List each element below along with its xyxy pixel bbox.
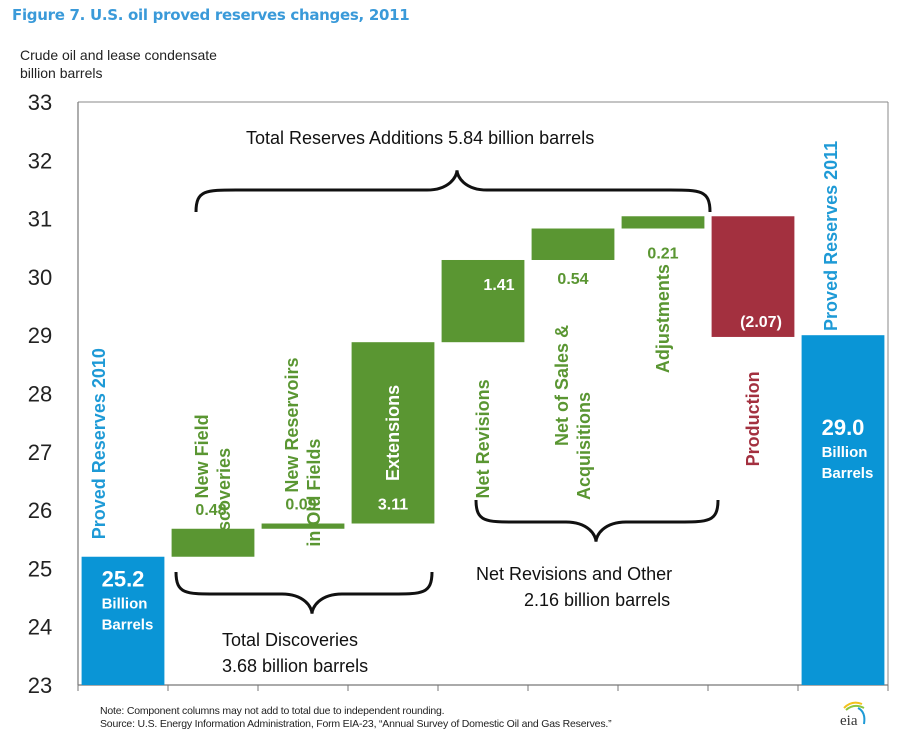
bar-value-label: (2.07) — [740, 314, 782, 331]
y-tick-label: 27 — [28, 440, 52, 465]
category-label: Production — [743, 371, 763, 466]
category-label: Discoveries — [214, 448, 234, 549]
category-label: in Old Fields — [304, 439, 324, 547]
bar-value-label: 0.09 — [285, 497, 316, 514]
category-label: Proved Reserves 2011 — [821, 141, 841, 331]
bar-new-field-discoveries — [171, 528, 255, 557]
annotation-net-revisions-line-2: 2.16 billion barrels — [524, 590, 670, 610]
y-tick-label: 24 — [28, 615, 52, 640]
category-label: New Reservoirs — [282, 358, 302, 493]
bar-proved-reserves-2010 — [81, 556, 165, 685]
bar-unit-label: Billion — [102, 596, 148, 613]
y-tick-label: 30 — [28, 265, 52, 290]
bar-value-label: 3.11 — [378, 497, 408, 514]
bar-net-revisions — [441, 259, 525, 343]
bar-net-of-sales-acquisitions — [531, 228, 615, 260]
bar-unit-label: Barrels — [102, 617, 154, 634]
annotation-net-revisions-line-1: Net Revisions and Other — [476, 564, 672, 584]
category-label: Adjustments — [653, 264, 673, 373]
y-tick-label: 23 — [28, 673, 52, 698]
bar-value-label: 0.48 — [195, 502, 226, 519]
bar-proved-reserves-2011 — [801, 335, 885, 685]
eia-logo-icon: eia — [840, 701, 866, 729]
bar-new-reservoirs-in-old-fields — [261, 523, 345, 529]
footnote: Note: Component columns may not add to t… — [100, 705, 612, 731]
brace-net-revisions-and-other — [474, 499, 720, 542]
annotation-total-discoveries-line-2: 3.68 billion barrels — [222, 656, 368, 676]
chart-title: Figure 7. U.S. oil proved reserves chang… — [12, 6, 410, 24]
bar-production — [711, 216, 795, 337]
category-label: Extensions — [383, 385, 403, 481]
y-tick-label: 33 — [28, 90, 52, 115]
note-text: Note: Component columns may not add to t… — [100, 705, 445, 717]
bar-adjustments — [621, 216, 705, 229]
source-text: Source: U.S. Energy Information Administ… — [100, 718, 612, 730]
brace-total-reserves-additions — [194, 170, 712, 213]
category-label: Proved Reserves 2010 — [89, 348, 109, 539]
y-tick-label: 32 — [28, 148, 52, 173]
y-tick-label: 29 — [28, 323, 52, 348]
bar-value-label: 0.54 — [557, 271, 588, 288]
y-axis-units-line-1: Crude oil and lease condensate — [20, 47, 217, 63]
annotation-total-discoveries-line-1: Total Discoveries — [222, 630, 358, 650]
y-tick-label: 31 — [28, 207, 52, 232]
bar-value-label: 0.21 — [647, 246, 678, 263]
category-label: Net Revisions — [473, 379, 493, 498]
bar-value-label: 25.2 — [102, 567, 145, 592]
category-label: Acquisitions — [574, 392, 594, 500]
y-tick-label: 28 — [28, 382, 52, 407]
bar-unit-label: Billion — [822, 444, 868, 461]
y-axis-units-line-2: billion barrels — [20, 65, 103, 81]
category-label: Net of Sales & — [552, 325, 572, 446]
bar-unit-label: Barrels — [822, 465, 874, 482]
bar-value-label: 29.0 — [822, 415, 865, 440]
bar-extensions — [351, 342, 435, 524]
brace-total-discoveries — [174, 571, 434, 614]
annotation-total-reserves-additions: Total Reserves Additions 5.84 billion ba… — [246, 128, 594, 148]
y-tick-label: 26 — [28, 498, 52, 523]
bar-value-label: 1.41 — [483, 277, 514, 294]
y-tick-label: 25 — [28, 556, 52, 581]
eia-logo-text: eia — [840, 713, 858, 729]
y-axis-units: Crude oil and lease condensate billion b… — [20, 46, 217, 82]
category-label: New Field — [192, 414, 212, 498]
